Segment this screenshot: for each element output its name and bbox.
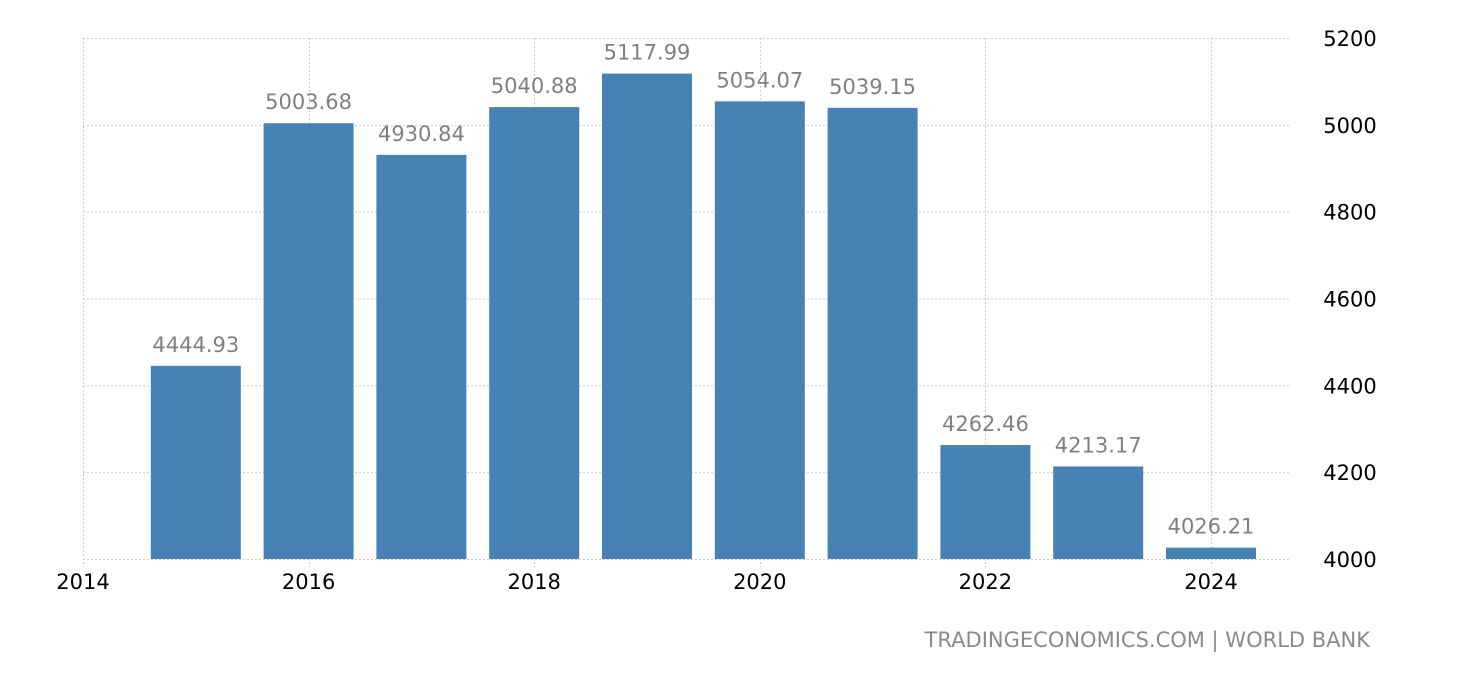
data-labels: 4444.93 5003.68 4930.84 5040.88 5117.99 5054.… (152, 41, 1254, 539)
y-tick-label: 4600 (1323, 288, 1376, 312)
y-tick-label: 4800 (1323, 201, 1376, 225)
y-tick-label: 4400 (1323, 374, 1376, 398)
bar-2021 (827, 107, 918, 560)
bars (150, 73, 1256, 560)
x-tick-label: 2022 (959, 570, 1012, 594)
y-tick-label: 5200 (1323, 27, 1376, 51)
bar-2024 (1166, 547, 1256, 559)
bar-2018 (489, 107, 580, 560)
bar-2015 (150, 365, 241, 559)
data-label-2016: 5003.68 (265, 90, 352, 114)
data-label-2020: 5054.07 (716, 68, 803, 92)
bar-2023 (1053, 466, 1144, 559)
bar-2017 (376, 154, 467, 560)
source-attribution: TRADINGECONOMICS.COM | WORLD BANK (924, 628, 1370, 652)
bar-2022 (940, 445, 1031, 559)
x-tick-label: 2020 (733, 570, 786, 594)
data-label-2018: 5040.88 (491, 74, 578, 98)
y-tick-label: 4000 (1323, 548, 1376, 572)
data-label-2023: 4213.17 (1055, 433, 1142, 457)
data-label-2015: 4444.93 (152, 333, 239, 357)
y-axis: 4000 4200 4400 4600 4800 5000 5200 (1323, 27, 1376, 572)
data-label-2022: 4262.46 (942, 412, 1029, 436)
x-axis: 2014 2016 2018 2020 2022 2024 (56, 570, 1237, 594)
x-tick-label: 2024 (1184, 570, 1237, 594)
data-label-2021: 5039.15 (829, 75, 916, 99)
x-tick-label: 2018 (507, 570, 560, 594)
bar-2019 (602, 73, 692, 559)
x-tick-label: 2014 (56, 570, 109, 594)
bar-2016 (263, 123, 354, 560)
y-tick-label: 4200 (1323, 461, 1376, 485)
y-tick-label: 5000 (1323, 114, 1376, 138)
data-label-2017: 4930.84 (378, 122, 465, 146)
data-label-2024: 4026.21 (1168, 515, 1255, 539)
data-label-2019: 5117.99 (604, 41, 691, 65)
bar-2020 (714, 101, 805, 559)
x-tick-label: 2016 (282, 570, 335, 594)
